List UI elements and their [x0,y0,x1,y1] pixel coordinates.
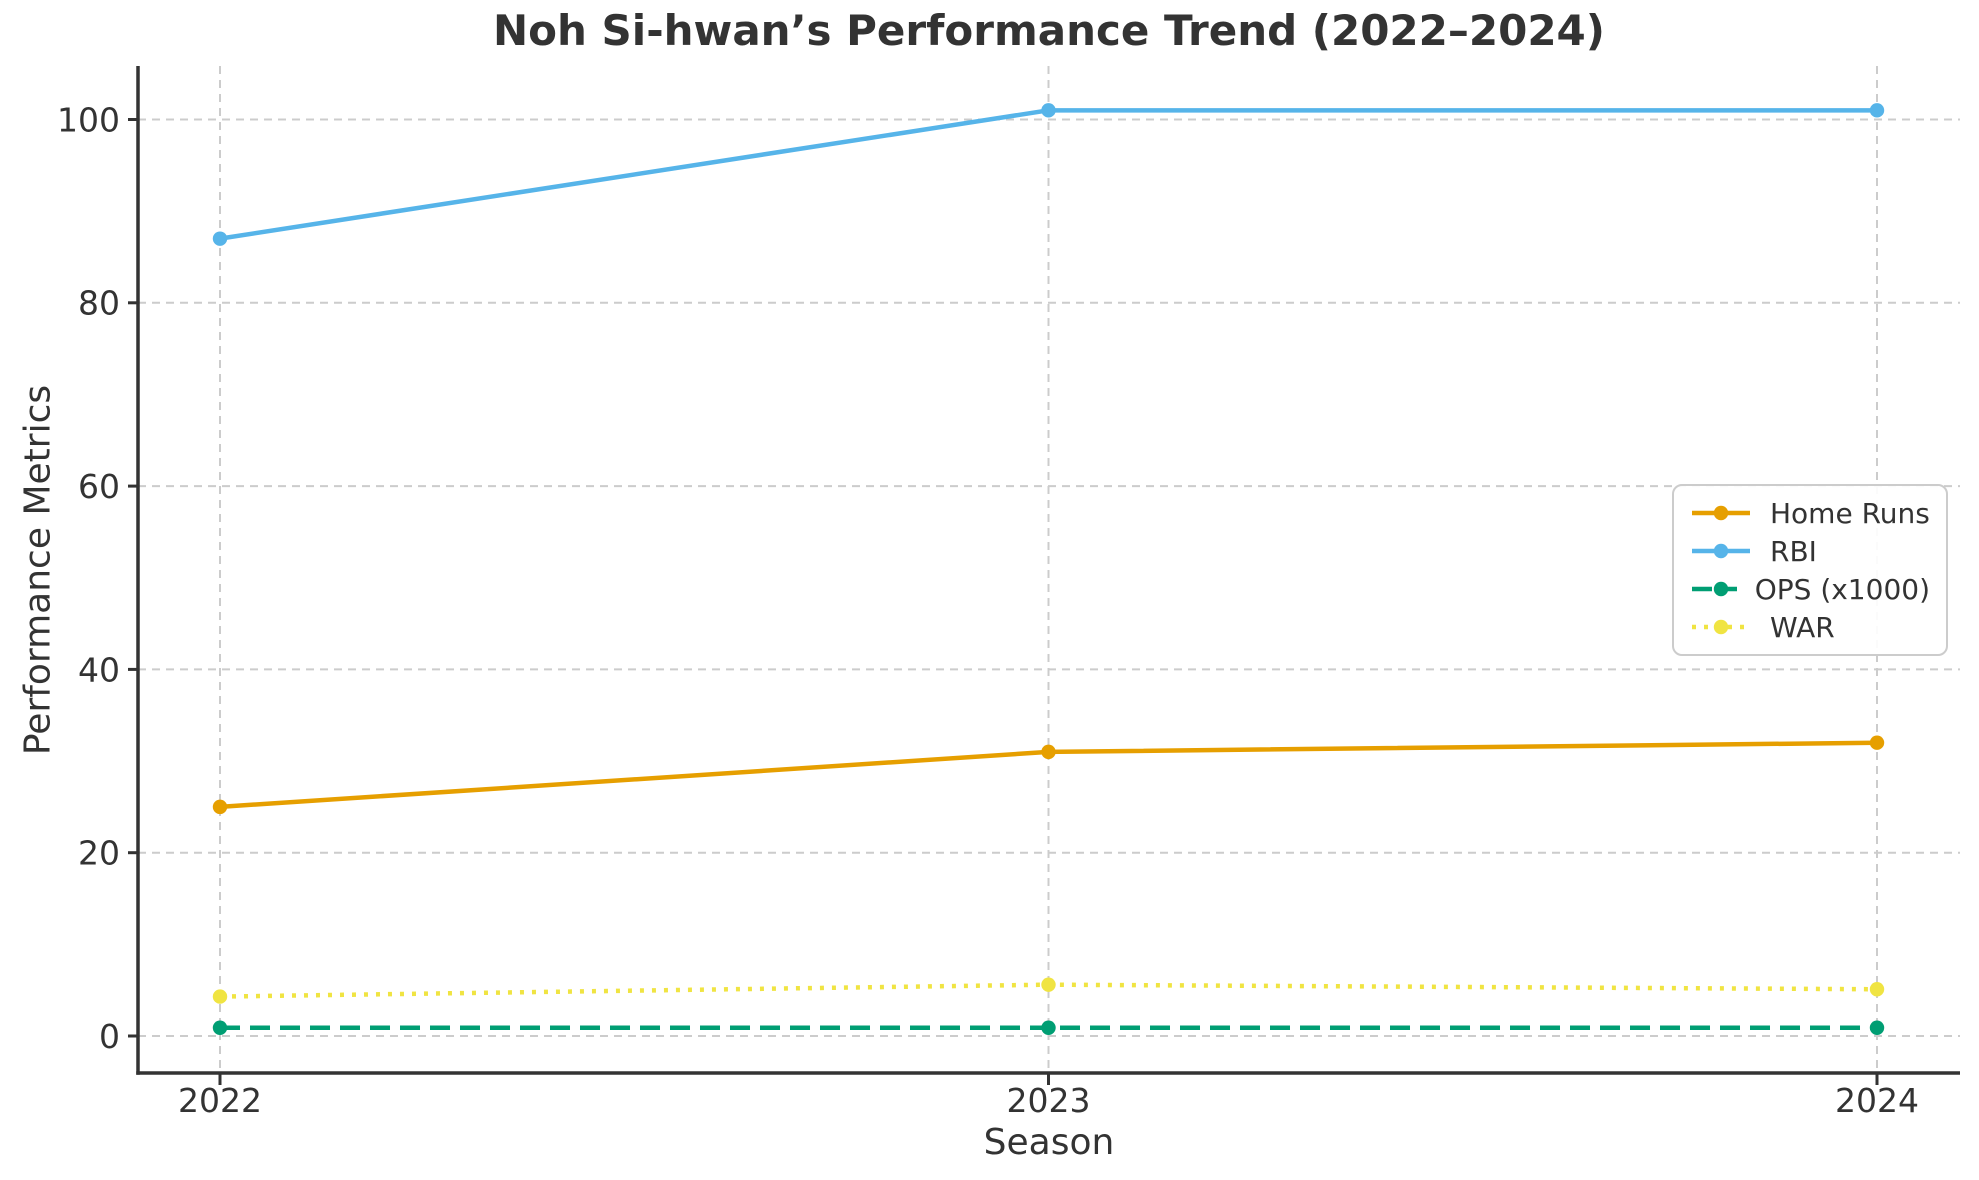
legend-label-home-runs: Home Runs [1770,496,1930,530]
data-point-marker [1869,735,1885,750]
y-tick-label: 20 [78,834,120,873]
data-point-marker [1041,103,1056,118]
y-tick-label: 80 [78,284,120,323]
legend-item-ops-x1000-: OPS (x1000) [1690,573,1930,606]
data-point-marker [1041,1020,1056,1035]
data-point-marker [212,231,228,246]
legend-item-war: WAR [1690,611,1930,644]
data-point-marker [1869,103,1885,118]
legend-sample-line [1692,581,1737,597]
data-point-marker [1041,977,1056,992]
legend-label-war: WAR [1770,610,1835,644]
legend-item-home-runs: Home Runs [1690,497,1930,530]
y-tick-label: 100 [57,100,120,139]
legend-label-rbi: RBI [1770,534,1817,568]
y-tick-label: 60 [78,467,120,506]
data-point-marker [212,1020,228,1035]
y-tick-label: 0 [99,1017,120,1056]
x-tick-label: 2022 [178,1081,262,1120]
x-tick-label: 2024 [1835,1081,1919,1120]
legend-box: Home Runs RBI OPS (x1000) WAR [1672,484,1948,656]
chart-title: Noh Si-hwan’s Performance Trend (2022–20… [493,6,1605,55]
data-point-marker [1041,744,1056,760]
x-tick-label: 2023 [1007,1081,1091,1120]
data-point-marker [1869,982,1885,997]
y-tick-label: 40 [78,650,120,689]
legend-sample-line [1692,543,1750,559]
x-axis-label: Season [983,1122,1115,1163]
legend-item-rbi: RBI [1690,535,1930,568]
legend-sample-line [1692,505,1750,521]
legend-label-ops-x1000-: OPS (x1000) [1754,572,1930,606]
data-point-marker [212,989,228,1004]
data-point-marker [212,799,228,815]
data-point-marker [1869,1020,1885,1035]
legend-sample-line [1692,619,1750,635]
